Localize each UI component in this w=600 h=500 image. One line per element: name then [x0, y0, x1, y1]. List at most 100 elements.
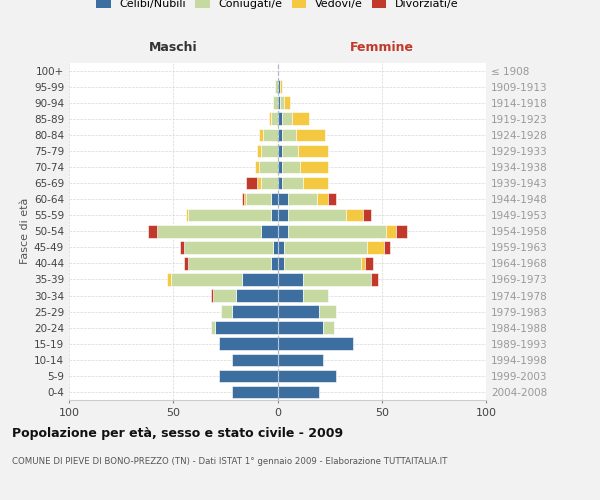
Bar — [284, 257, 361, 270]
Bar — [277, 370, 336, 382]
Bar — [296, 128, 325, 141]
Bar — [271, 112, 277, 125]
Bar — [319, 306, 336, 318]
Bar — [257, 177, 261, 190]
Bar — [298, 144, 328, 157]
Bar — [386, 225, 397, 237]
Bar — [288, 193, 317, 205]
Bar — [232, 306, 277, 318]
Bar — [157, 225, 261, 237]
Bar — [179, 241, 184, 254]
Bar — [281, 144, 298, 157]
Bar — [188, 257, 271, 270]
Bar — [281, 128, 296, 141]
Bar — [221, 306, 232, 318]
Bar — [323, 322, 334, 334]
Bar — [261, 144, 277, 157]
Text: Popolazione per età, sesso e stato civile - 2009: Popolazione per età, sesso e stato civil… — [12, 428, 343, 440]
Bar — [280, 96, 284, 109]
Bar — [284, 96, 290, 109]
Bar — [302, 177, 328, 190]
Bar — [219, 338, 277, 350]
Bar — [232, 386, 277, 398]
Text: Femmine: Femmine — [350, 40, 414, 54]
Bar — [246, 177, 257, 190]
Y-axis label: Fasce di età: Fasce di età — [20, 198, 30, 264]
Bar — [246, 193, 271, 205]
Bar — [328, 193, 336, 205]
Bar — [281, 177, 302, 190]
Bar — [275, 80, 277, 93]
Bar — [277, 338, 353, 350]
Bar — [277, 160, 281, 173]
Bar — [277, 128, 281, 141]
Bar — [271, 209, 277, 222]
Bar — [384, 241, 390, 254]
Bar — [219, 370, 277, 382]
Bar — [302, 273, 371, 285]
Bar — [363, 209, 371, 222]
Bar — [288, 209, 346, 222]
Bar — [292, 112, 309, 125]
Bar — [274, 96, 277, 109]
Bar — [271, 257, 277, 270]
Bar — [277, 306, 319, 318]
Bar — [317, 193, 328, 205]
Bar — [184, 257, 188, 270]
Bar — [261, 177, 277, 190]
Bar — [281, 160, 301, 173]
Bar — [277, 354, 323, 366]
Bar — [167, 273, 171, 285]
Bar — [211, 322, 215, 334]
Bar — [213, 290, 236, 302]
Text: Maschi: Maschi — [149, 40, 197, 54]
Bar — [367, 241, 384, 254]
Bar — [232, 354, 277, 366]
Bar — [277, 80, 280, 93]
Bar — [277, 241, 284, 254]
Bar — [148, 225, 157, 237]
Bar — [281, 112, 292, 125]
Bar — [259, 128, 263, 141]
Bar — [365, 257, 373, 270]
Bar — [244, 193, 246, 205]
Bar — [277, 144, 281, 157]
Bar — [259, 160, 277, 173]
Bar — [263, 128, 277, 141]
Bar — [242, 193, 244, 205]
Bar — [186, 209, 188, 222]
Bar — [277, 193, 288, 205]
Bar — [346, 209, 363, 222]
Bar — [257, 144, 261, 157]
Bar — [277, 322, 323, 334]
Bar — [236, 290, 277, 302]
Bar — [254, 160, 259, 173]
Bar — [215, 322, 277, 334]
Bar — [277, 257, 284, 270]
Bar — [301, 160, 328, 173]
Bar — [302, 290, 328, 302]
Bar — [274, 241, 277, 254]
Bar — [269, 112, 271, 125]
Bar — [277, 290, 302, 302]
Bar — [171, 273, 242, 285]
Bar — [277, 386, 319, 398]
Legend: Celibi/Nubili, Coniugati/e, Vedovi/e, Divorziati/e: Celibi/Nubili, Coniugati/e, Vedovi/e, Di… — [92, 0, 463, 14]
Bar — [280, 80, 281, 93]
Bar — [277, 225, 288, 237]
Bar — [288, 225, 386, 237]
Bar — [277, 209, 288, 222]
Bar — [277, 112, 281, 125]
Bar — [211, 290, 213, 302]
Bar — [361, 257, 365, 270]
Bar — [242, 273, 277, 285]
Bar — [277, 273, 302, 285]
Bar — [184, 241, 274, 254]
Bar — [271, 193, 277, 205]
Bar — [284, 241, 367, 254]
Bar — [261, 225, 277, 237]
Bar — [188, 209, 271, 222]
Text: COMUNE DI PIEVE DI BONO-PREZZO (TN) - Dati ISTAT 1° gennaio 2009 - Elaborazione : COMUNE DI PIEVE DI BONO-PREZZO (TN) - Da… — [12, 458, 448, 466]
Bar — [277, 177, 281, 190]
Bar — [397, 225, 407, 237]
